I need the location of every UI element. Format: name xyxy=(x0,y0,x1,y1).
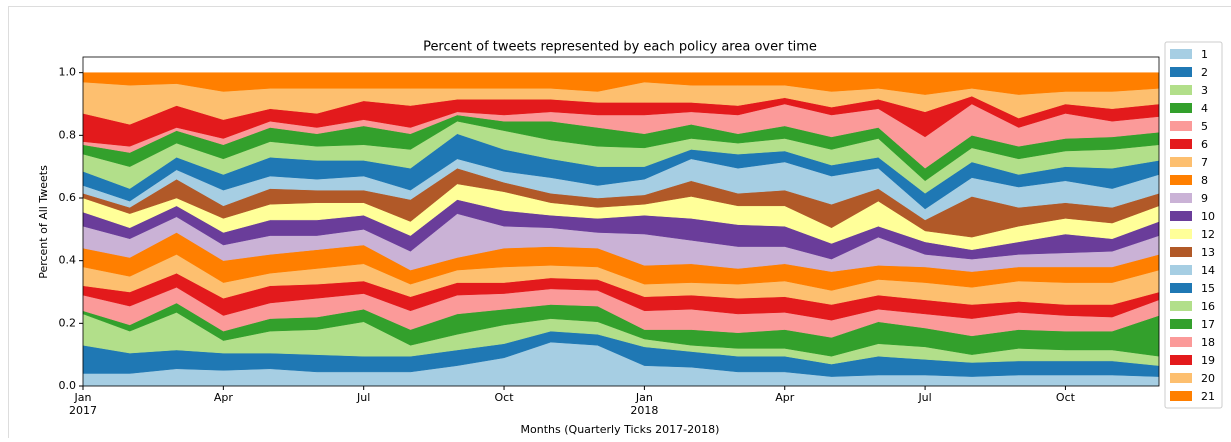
legend-swatch xyxy=(1170,229,1192,239)
y-tick-label: 0.0 xyxy=(59,379,77,392)
x-tick-year: 2017 xyxy=(69,404,97,417)
legend-label: 18 xyxy=(1201,336,1215,349)
legend-swatch xyxy=(1170,121,1192,131)
legend-label: 12 xyxy=(1201,228,1215,241)
y-tick-label: 1.0 xyxy=(59,66,77,79)
x-tick-label: Apr xyxy=(775,391,795,404)
chart-title: Percent of tweets represented by each po… xyxy=(423,40,817,55)
legend-label: 6 xyxy=(1201,138,1208,151)
legend-swatch xyxy=(1170,103,1192,113)
legend-swatch xyxy=(1170,373,1192,383)
y-tick-label: 0.2 xyxy=(59,316,77,329)
legend-swatch xyxy=(1170,85,1192,95)
legend-swatch xyxy=(1170,283,1192,293)
legend-swatch xyxy=(1170,247,1192,257)
legend-label: 3 xyxy=(1201,84,1208,97)
x-tick-label: Jul xyxy=(917,391,931,404)
legend-label: 4 xyxy=(1201,102,1208,115)
legend-swatch xyxy=(1170,49,1192,59)
x-tick-label: Jan xyxy=(635,391,653,404)
legend-label: 14 xyxy=(1201,264,1215,277)
legend-label: 8 xyxy=(1201,174,1208,187)
legend-swatch xyxy=(1170,355,1192,365)
y-tick-label: 0.4 xyxy=(59,254,77,267)
legend-label: 5 xyxy=(1201,120,1208,133)
legend-label: 17 xyxy=(1201,318,1215,331)
x-tick-label: Apr xyxy=(214,391,234,404)
legend-swatch xyxy=(1170,301,1192,311)
legend-label: 13 xyxy=(1201,246,1215,259)
legend-swatch xyxy=(1170,175,1192,185)
legend-swatch xyxy=(1170,337,1192,347)
legend-swatch xyxy=(1170,391,1192,401)
legend-label: 19 xyxy=(1201,354,1215,367)
y-axis-label: Percent of All Tweets xyxy=(37,165,50,279)
legend-label: 7 xyxy=(1201,156,1208,169)
y-tick-label: 0.6 xyxy=(59,191,77,204)
legend-swatch xyxy=(1170,211,1192,221)
legend-label: 20 xyxy=(1201,372,1215,385)
legend-label: 21 xyxy=(1201,390,1215,403)
x-tick-label: Jan xyxy=(74,391,92,404)
x-tick-year: 2018 xyxy=(630,404,658,417)
x-tick-label: Oct xyxy=(1056,391,1076,404)
y-tick-label: 0.8 xyxy=(59,128,77,141)
legend-label: 15 xyxy=(1201,282,1215,295)
legend-swatch xyxy=(1170,265,1192,275)
x-tick-label: Oct xyxy=(495,391,515,404)
legend-label: 10 xyxy=(1201,210,1215,223)
legend-label: 16 xyxy=(1201,300,1215,313)
legend-label: 9 xyxy=(1201,192,1208,205)
legend-swatch xyxy=(1170,319,1192,329)
legend-swatch xyxy=(1170,157,1192,167)
legend-label: 2 xyxy=(1201,66,1208,79)
legend-swatch xyxy=(1170,67,1192,77)
legend-label: 1 xyxy=(1201,48,1208,61)
x-axis-label: Months (Quarterly Ticks 2017-2018) xyxy=(521,423,720,436)
x-tick-label: Jul xyxy=(356,391,370,404)
legend-swatch xyxy=(1170,139,1192,149)
legend-swatch xyxy=(1170,193,1192,203)
